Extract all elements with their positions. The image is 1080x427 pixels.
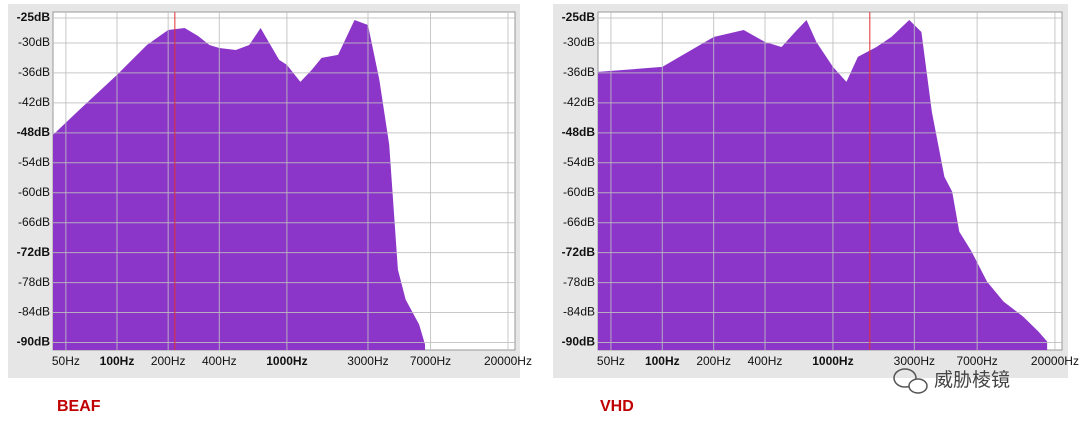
y-tick-label: -72dB	[17, 245, 51, 259]
y-tick-label: -66dB	[18, 215, 50, 229]
watermark: 威胁棱镜	[893, 368, 1010, 394]
y-tick-label: -66dB	[563, 215, 595, 229]
x-tick-label: 50Hz	[52, 354, 80, 368]
y-tick-label: -25dB	[562, 10, 596, 24]
y-tick-label: -42dB	[18, 95, 50, 109]
y-tick-label: -54dB	[18, 155, 50, 169]
y-tick-label: -30dB	[563, 35, 595, 49]
x-tick-label: 3000Hz	[347, 354, 388, 368]
panel-label: BEAF	[57, 398, 101, 415]
y-tick-label: -78dB	[563, 275, 595, 289]
y-tick-label: -90dB	[562, 335, 596, 349]
y-tick-label: -36dB	[18, 65, 50, 79]
x-tick-label: 50Hz	[597, 354, 625, 368]
x-tick-label: 3000Hz	[894, 354, 935, 368]
x-tick-label: 7000Hz	[410, 354, 451, 368]
y-tick-label: -48dB	[562, 125, 596, 139]
x-tick-label: 20000Hz	[484, 354, 532, 368]
x-tick-label: 400Hz	[202, 354, 237, 368]
x-tick-label: 100Hz	[100, 354, 135, 368]
y-tick-label: -60dB	[18, 185, 50, 199]
y-tick-label: -25dB	[17, 10, 51, 24]
y-tick-label: -54dB	[563, 155, 595, 169]
y-tick-label: -84dB	[563, 305, 595, 319]
x-tick-label: 1000Hz	[266, 354, 307, 368]
y-tick-label: -36dB	[563, 65, 595, 79]
y-tick-label: -84dB	[18, 305, 50, 319]
x-tick-label: 7000Hz	[956, 354, 997, 368]
watermark-text: 威胁棱镜	[934, 369, 1010, 391]
y-tick-label: -60dB	[563, 185, 595, 199]
panel-label: VHD	[600, 398, 634, 415]
x-tick-label: 100Hz	[645, 354, 680, 368]
wechat-icon	[908, 378, 928, 394]
x-tick-label: 200Hz	[696, 354, 731, 368]
x-tick-label: 20000Hz	[1031, 354, 1079, 368]
y-tick-label: -90dB	[17, 335, 51, 349]
wechat-icon	[893, 368, 917, 388]
y-tick-label: -30dB	[18, 35, 50, 49]
x-tick-label: 1000Hz	[812, 354, 853, 368]
y-tick-label: -42dB	[563, 95, 595, 109]
y-tick-label: -72dB	[562, 245, 596, 259]
x-tick-label: 400Hz	[748, 354, 783, 368]
y-tick-label: -78dB	[18, 275, 50, 289]
x-tick-label: 200Hz	[151, 354, 186, 368]
y-tick-label: -48dB	[17, 125, 51, 139]
